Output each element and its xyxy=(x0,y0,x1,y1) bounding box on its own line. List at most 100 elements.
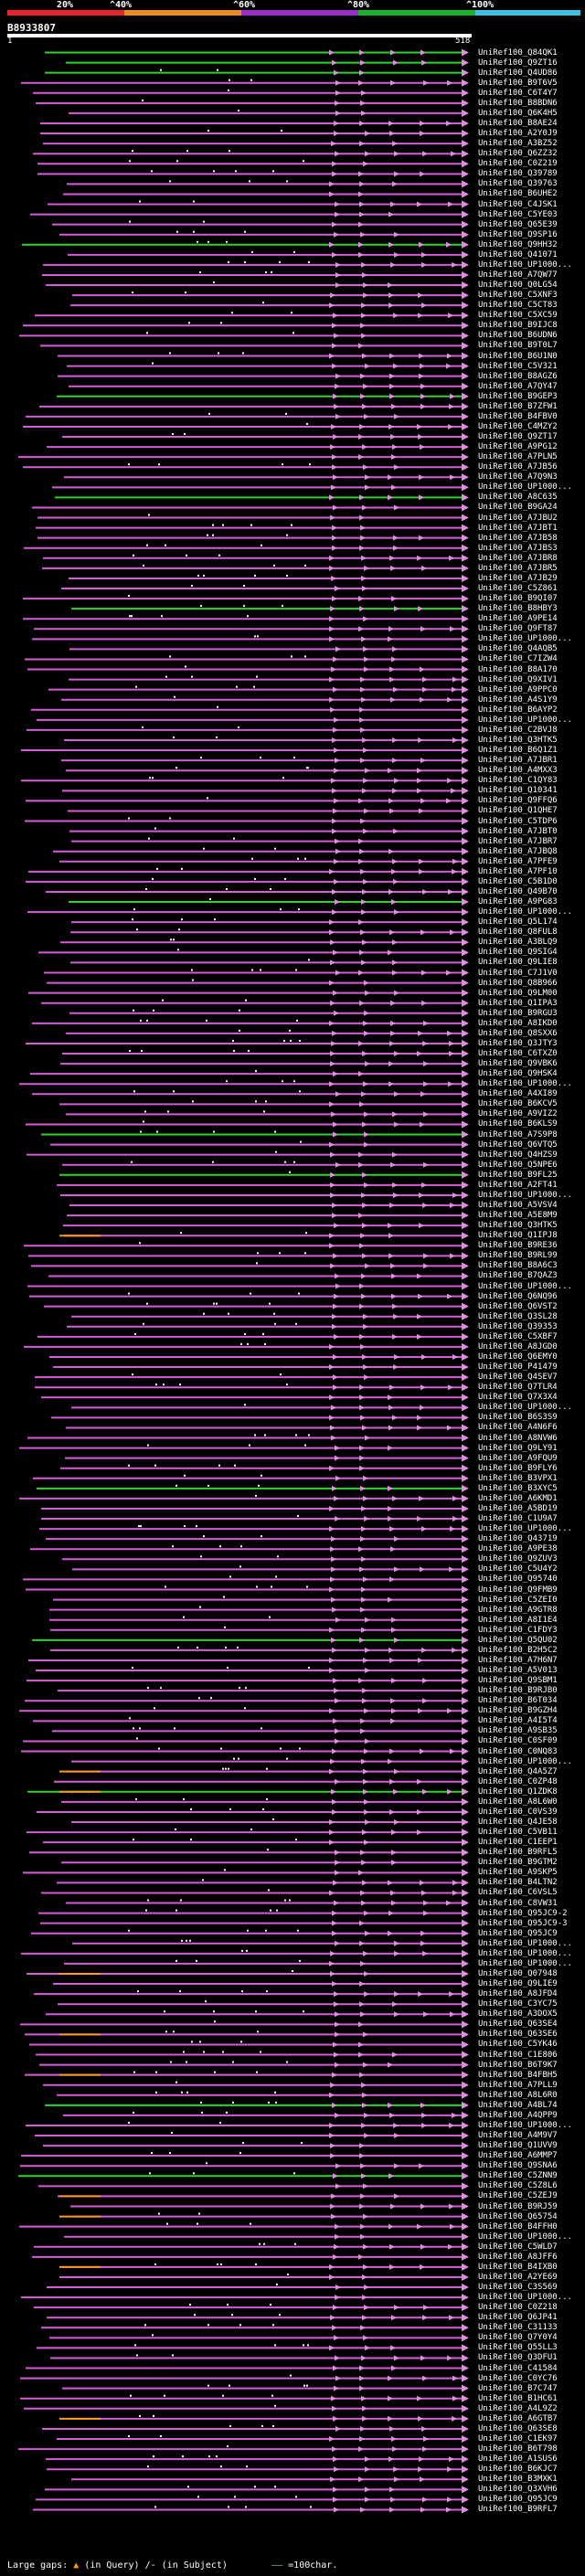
hit-row[interactable] xyxy=(41,1889,469,1897)
hit-row[interactable] xyxy=(71,2475,469,2484)
hit-row[interactable] xyxy=(37,716,469,724)
hit-id-link[interactable]: UniRef100_B8BDN6 xyxy=(478,98,558,108)
hit-id-link[interactable]: UniRef100_B4FFH0 xyxy=(478,2221,558,2231)
hit-id-link[interactable]: UniRef100_UP1000... xyxy=(478,1938,572,1948)
hit-row[interactable] xyxy=(43,554,469,562)
hit-row[interactable] xyxy=(30,210,469,218)
hit-row[interactable] xyxy=(60,1191,469,1199)
hit-row[interactable] xyxy=(25,2030,469,2039)
hit-id-link[interactable]: UniRef100_C0Z218 xyxy=(478,2303,558,2313)
hit-id-link[interactable]: UniRef100_Q1QHE7 xyxy=(478,806,558,816)
hit-row[interactable] xyxy=(27,665,469,673)
hit-row[interactable] xyxy=(64,473,469,482)
hit-row[interactable] xyxy=(45,48,469,57)
hit-row[interactable] xyxy=(33,1474,469,1482)
hit-row[interactable] xyxy=(26,2121,469,2129)
hit-row[interactable] xyxy=(58,2192,469,2200)
hit-id-link[interactable]: UniRef100_Q65754 xyxy=(478,2211,558,2221)
hit-id-link[interactable]: UniRef100_Q5QU02 xyxy=(478,1635,558,1645)
hit-id-link[interactable]: UniRef100_Q9HH32 xyxy=(478,239,558,249)
hit-row[interactable] xyxy=(50,1626,469,1634)
hit-id-link[interactable]: UniRef100_Q9SP16 xyxy=(478,229,558,239)
hit-id-link[interactable]: UniRef100_A4I5T4 xyxy=(478,1716,558,1726)
hit-id-link[interactable]: UniRef100_B9GTM2 xyxy=(478,1858,558,1868)
hit-id-link[interactable]: UniRef100_C3YC75 xyxy=(478,1999,558,2009)
hit-id-link[interactable]: UniRef100_Q6NQ96 xyxy=(478,1291,558,1301)
hit-row[interactable] xyxy=(58,352,469,360)
hit-id-link[interactable]: UniRef100_C5VB11 xyxy=(478,1828,558,1838)
hit-id-link[interactable]: UniRef100_P41479 xyxy=(478,1362,558,1373)
hit-id-link[interactable]: UniRef100_C5Z861 xyxy=(478,584,558,593)
hit-row[interactable] xyxy=(67,362,469,370)
hit-id-link[interactable]: UniRef100_A9PE14 xyxy=(478,614,558,624)
hit-id-link[interactable]: UniRef100_A7JBR5 xyxy=(478,563,558,573)
hit-id-link[interactable]: UniRef100_C5B1D0 xyxy=(478,876,558,886)
hit-id-link[interactable]: UniRef100_C1QY83 xyxy=(478,776,558,786)
hit-row[interactable] xyxy=(72,1939,469,1947)
hit-row[interactable] xyxy=(32,1636,469,1644)
hit-row[interactable] xyxy=(19,1494,469,1502)
hit-id-link[interactable]: UniRef100_B6UDN6 xyxy=(478,331,558,341)
hit-row[interactable] xyxy=(50,1140,469,1149)
hit-row[interactable] xyxy=(18,453,469,461)
hit-id-link[interactable]: UniRef100_A4XI89 xyxy=(478,1089,558,1099)
hit-row[interactable] xyxy=(59,857,469,865)
hit-row[interactable] xyxy=(72,1565,469,1574)
hit-row[interactable] xyxy=(44,1302,469,1310)
hit-id-link[interactable]: UniRef100_C31133 xyxy=(478,2323,558,2333)
hit-row[interactable] xyxy=(34,2242,469,2251)
hit-id-link[interactable]: UniRef100_Q3JTY3 xyxy=(478,1038,558,1048)
hit-id-link[interactable]: UniRef100_Q3DFU1 xyxy=(478,2353,558,2363)
hit-row[interactable] xyxy=(69,898,469,906)
hit-id-link[interactable]: UniRef100_Q3SL28 xyxy=(478,1311,558,1321)
hit-id-link[interactable]: UniRef100_Q9LY91 xyxy=(478,1443,558,1453)
hit-id-link[interactable]: UniRef100_B7ZFW1 xyxy=(478,401,558,411)
hit-id-link[interactable]: UniRef100_A8JGD0 xyxy=(478,1341,558,1352)
hit-id-link[interactable]: UniRef100_B6UHE2 xyxy=(478,189,558,199)
hit-row[interactable] xyxy=(28,1656,469,1664)
hit-id-link[interactable]: UniRef100_B4FBH5 xyxy=(478,2070,558,2080)
hit-id-link[interactable]: UniRef100_C7IZW4 xyxy=(478,654,558,664)
hit-row[interactable] xyxy=(58,1687,469,1695)
hit-id-link[interactable]: UniRef100_A4MXX3 xyxy=(478,766,558,776)
hit-row[interactable] xyxy=(62,2384,469,2392)
hit-id-link[interactable]: UniRef100_A6KMD1 xyxy=(478,1493,558,1503)
hit-row[interactable] xyxy=(48,1272,469,1280)
hit-id-link[interactable]: UniRef100_Q1UVV9 xyxy=(478,2141,558,2151)
hit-id-link[interactable]: UniRef100_Q0LG54 xyxy=(478,281,558,291)
hit-id-link[interactable]: UniRef100_Q39763 xyxy=(478,179,558,189)
hit-id-link[interactable]: UniRef100_A9PG83 xyxy=(478,897,558,907)
hit-id-link[interactable]: UniRef100_A6GTB7 xyxy=(478,2413,558,2423)
hit-id-link[interactable]: UniRef100_B9T0L7 xyxy=(478,341,558,351)
hit-id-link[interactable]: UniRef100_A7Q9N3 xyxy=(478,472,558,482)
hit-id-link[interactable]: UniRef100_C1E806 xyxy=(478,2050,558,2060)
hit-row[interactable] xyxy=(27,1677,469,1685)
hit-id-link[interactable]: UniRef100_C4JSK1 xyxy=(478,199,558,209)
hit-id-link[interactable]: UniRef100_A2YE69 xyxy=(478,2272,558,2282)
hit-row[interactable] xyxy=(66,1029,469,1037)
hit-row[interactable] xyxy=(66,58,469,67)
hit-id-link[interactable]: UniRef100_A7JB58 xyxy=(478,533,558,543)
hit-id-link[interactable]: UniRef100_Q95JC9 xyxy=(478,1928,558,1938)
hit-id-link[interactable]: UniRef100_C1U9A7 xyxy=(478,1514,558,1524)
hit-id-link[interactable]: UniRef100_Q07948 xyxy=(478,1968,558,1978)
hit-row[interactable] xyxy=(23,595,469,603)
hit-row[interactable] xyxy=(24,1342,469,1351)
hit-id-link[interactable]: UniRef100_A4QPP9 xyxy=(478,2110,558,2120)
hit-row[interactable] xyxy=(54,1777,469,1786)
hit-row[interactable] xyxy=(21,1949,469,1957)
hit-row[interactable] xyxy=(62,787,469,795)
hit-row[interactable] xyxy=(27,908,469,917)
hit-id-link[interactable]: UniRef100_C5ZNN9 xyxy=(478,2171,558,2181)
hit-id-link[interactable]: UniRef100_Q6ZZ32 xyxy=(478,149,558,159)
hit-id-link[interactable]: UniRef100_A9SKP5 xyxy=(478,1868,558,1878)
hit-id-link[interactable]: UniRef100_B9GEP3 xyxy=(478,391,558,401)
hit-row[interactable] xyxy=(20,2374,469,2382)
hit-id-link[interactable]: UniRef100_B9RGU3 xyxy=(478,1008,558,1018)
hit-row[interactable] xyxy=(36,1667,469,1675)
hit-id-link[interactable]: UniRef100_B3MXK1 xyxy=(478,2475,558,2485)
hit-row[interactable] xyxy=(22,240,469,249)
hit-row[interactable] xyxy=(69,382,469,390)
hit-id-link[interactable]: UniRef100_UP1000... xyxy=(478,715,572,725)
hit-id-link[interactable]: UniRef100_A4M9V7 xyxy=(478,2131,558,2141)
